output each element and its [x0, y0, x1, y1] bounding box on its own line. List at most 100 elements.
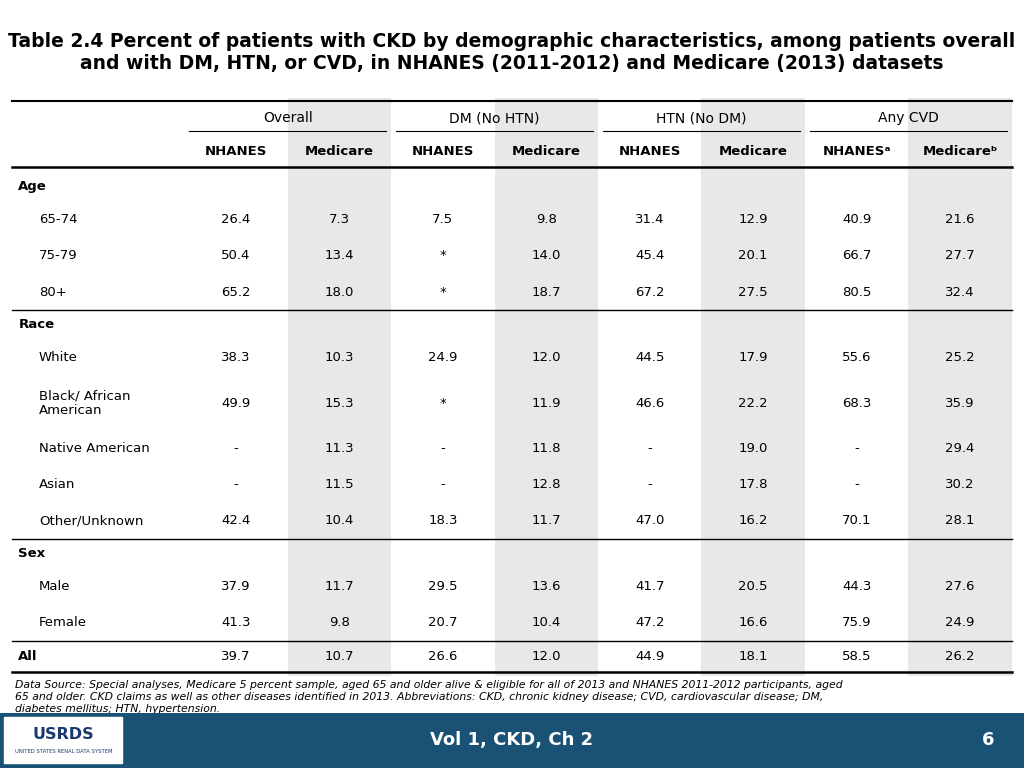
Text: USRDS: USRDS: [33, 727, 94, 742]
Text: Age: Age: [18, 180, 47, 194]
Text: 19.0: 19.0: [738, 442, 768, 455]
Text: 80.5: 80.5: [842, 286, 871, 299]
Text: Other/Unknown: Other/Unknown: [39, 515, 143, 527]
Text: 68.3: 68.3: [842, 396, 871, 409]
Text: 12.0: 12.0: [531, 352, 561, 364]
Text: Table 2.4 Percent of patients with CKD by demographic characteristics, among pat: Table 2.4 Percent of patients with CKD b…: [8, 32, 1016, 73]
Text: 65.2: 65.2: [221, 286, 251, 299]
Text: 11.7: 11.7: [325, 580, 354, 593]
Text: 65 and older. CKD claims as well as other diseases identified in 2013. Abbreviat: 65 and older. CKD claims as well as othe…: [15, 692, 823, 702]
Text: All: All: [18, 650, 38, 663]
Text: 26.6: 26.6: [428, 650, 458, 663]
Text: Medicare: Medicare: [512, 145, 581, 157]
Text: 17.8: 17.8: [738, 478, 768, 491]
Text: Asian: Asian: [39, 478, 76, 491]
Text: 66.7: 66.7: [842, 250, 871, 263]
Text: 11.9: 11.9: [531, 396, 561, 409]
Text: 44.5: 44.5: [635, 352, 665, 364]
Text: 9.8: 9.8: [329, 616, 350, 629]
Text: -: -: [647, 478, 652, 491]
Text: 21.6: 21.6: [945, 214, 975, 227]
Text: 18.0: 18.0: [325, 286, 354, 299]
Text: 20.7: 20.7: [428, 616, 458, 629]
FancyBboxPatch shape: [288, 98, 391, 676]
Text: Race: Race: [18, 319, 54, 332]
FancyBboxPatch shape: [495, 98, 598, 676]
Text: UNITED STATES RENAL DATA SYSTEM: UNITED STATES RENAL DATA SYSTEM: [14, 749, 113, 753]
Text: NHANES: NHANES: [618, 145, 681, 157]
Text: 35.9: 35.9: [945, 396, 975, 409]
Text: 31.4: 31.4: [635, 214, 665, 227]
Text: coronary heart disease, or congestive heart failure.: coronary heart disease, or congestive he…: [15, 729, 296, 739]
Text: 13.4: 13.4: [325, 250, 354, 263]
Text: Data Source: Special analyses, Medicare 5 percent sample, aged 65 and older aliv: Data Source: Special analyses, Medicare …: [15, 680, 843, 690]
Text: Native American: Native American: [39, 442, 150, 455]
Text: congestive heart failure, dysrhythmia or other cardiac comorbidities. - No avail: congestive heart failure, dysrhythmia or…: [15, 753, 501, 763]
Text: -: -: [647, 442, 652, 455]
Text: NHANES: NHANES: [205, 145, 267, 157]
Text: 11.5: 11.5: [325, 478, 354, 491]
Text: Black/ African
American: Black/ African American: [39, 389, 130, 417]
Text: Overall: Overall: [263, 111, 312, 125]
Text: Medicare: Medicare: [305, 145, 374, 157]
Text: 11.8: 11.8: [531, 442, 561, 455]
Text: 47.2: 47.2: [635, 616, 665, 629]
Text: 55.6: 55.6: [842, 352, 871, 364]
Text: 7.3: 7.3: [329, 214, 350, 227]
Text: 6: 6: [982, 731, 994, 750]
FancyBboxPatch shape: [4, 717, 122, 763]
Text: 26.4: 26.4: [221, 214, 251, 227]
Text: HTN (No DM): HTN (No DM): [656, 111, 746, 125]
Text: 27.6: 27.6: [945, 580, 975, 593]
Text: 44.3: 44.3: [842, 580, 871, 593]
Text: 70.1: 70.1: [842, 515, 871, 527]
Text: 29.4: 29.4: [945, 442, 975, 455]
Text: 20.5: 20.5: [738, 580, 768, 593]
Text: 49.9: 49.9: [221, 396, 251, 409]
Text: 17.9: 17.9: [738, 352, 768, 364]
Text: 24.9: 24.9: [428, 352, 458, 364]
Text: NHANES: NHANES: [412, 145, 474, 157]
Text: 75-79: 75-79: [39, 250, 78, 263]
Text: 30.2: 30.2: [945, 478, 975, 491]
Text: 39.7: 39.7: [221, 650, 251, 663]
Text: * Values for cells with 10 or fewer patients are suppressed. ᵃ CVD defined as an: * Values for cells with 10 or fewer pati…: [15, 717, 812, 727]
Text: 18.1: 18.1: [738, 650, 768, 663]
Text: 46.6: 46.6: [635, 396, 665, 409]
Text: Any CVD: Any CVD: [878, 111, 939, 125]
Text: 10.4: 10.4: [531, 616, 561, 629]
Text: Sex: Sex: [18, 547, 45, 560]
Text: 16.6: 16.6: [738, 616, 768, 629]
Text: -: -: [854, 442, 859, 455]
Text: 41.3: 41.3: [221, 616, 251, 629]
Text: 47.0: 47.0: [635, 515, 665, 527]
Text: 27.7: 27.7: [945, 250, 975, 263]
Text: 24.9: 24.9: [945, 616, 975, 629]
Text: 67.2: 67.2: [635, 286, 665, 299]
Text: 29.5: 29.5: [428, 580, 458, 593]
Text: 65-74: 65-74: [39, 214, 78, 227]
Text: 13.6: 13.6: [531, 580, 561, 593]
Text: 40.9: 40.9: [842, 214, 871, 227]
Text: 58.5: 58.5: [842, 650, 871, 663]
Text: 25.2: 25.2: [945, 352, 975, 364]
Text: Medicare: Medicare: [719, 145, 787, 157]
Text: -: -: [440, 478, 445, 491]
Text: 12.8: 12.8: [531, 478, 561, 491]
Text: 7.5: 7.5: [432, 214, 454, 227]
Text: diabetes mellitus; HTN, hypertension.: diabetes mellitus; HTN, hypertension.: [15, 704, 220, 714]
Text: 45.4: 45.4: [635, 250, 665, 263]
Text: *: *: [439, 286, 446, 299]
FancyBboxPatch shape: [701, 98, 805, 676]
Text: Medicareᵇ: Medicareᵇ: [923, 145, 997, 157]
Text: 26.2: 26.2: [945, 650, 975, 663]
Text: -: -: [233, 442, 239, 455]
Text: 44.9: 44.9: [635, 650, 665, 663]
Text: White: White: [39, 352, 78, 364]
Text: -: -: [233, 478, 239, 491]
Text: NHANESᵃ: NHANESᵃ: [822, 145, 891, 157]
Text: 16.2: 16.2: [738, 515, 768, 527]
Text: 10.4: 10.4: [325, 515, 354, 527]
Text: 50.4: 50.4: [221, 250, 251, 263]
Text: ᵇ CVD defined as either one of the following comorbidities: cerebrovascular acci: ᵇ CVD defined as either one of the follo…: [15, 741, 802, 751]
